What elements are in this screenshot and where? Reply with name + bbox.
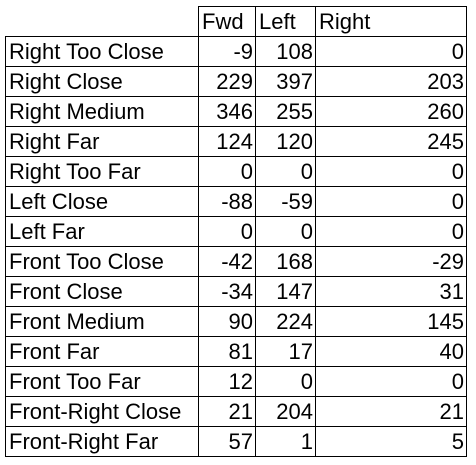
- fwd-value-cell[interactable]: 21: [198, 396, 256, 427]
- row-label-cell[interactable]: Left Close: [5, 186, 199, 217]
- table-row: Left Close -88 -59 0: [5, 186, 467, 217]
- row-label-cell[interactable]: Front Close: [5, 276, 199, 307]
- fwd-value-cell[interactable]: 0: [198, 156, 256, 187]
- fwd-value-cell[interactable]: 346: [198, 96, 256, 127]
- fwd-value-cell[interactable]: 124: [198, 126, 256, 157]
- right-value-cell[interactable]: 0: [315, 156, 467, 187]
- fwd-value-cell[interactable]: 229: [198, 66, 256, 97]
- row-label-cell[interactable]: Front Far: [5, 336, 199, 367]
- left-value-cell[interactable]: 168: [255, 246, 316, 277]
- right-value-cell[interactable]: 31: [315, 276, 467, 307]
- left-value-cell[interactable]: 204: [255, 396, 316, 427]
- header-cell-left[interactable]: Left: [255, 6, 316, 37]
- fwd-value-cell[interactable]: 12: [198, 366, 256, 397]
- header-row: Fwd Left Right: [5, 6, 467, 37]
- fwd-value-cell[interactable]: 81: [198, 336, 256, 367]
- left-value-cell[interactable]: 0: [255, 156, 316, 187]
- right-value-cell[interactable]: 21: [315, 396, 467, 427]
- left-value-cell[interactable]: -59: [255, 186, 316, 217]
- table-row: Front Close -34 147 31: [5, 276, 467, 307]
- row-label-cell[interactable]: Right Medium: [5, 96, 199, 127]
- right-value-cell[interactable]: 203: [315, 66, 467, 97]
- table-row: Right Far 124 120 245: [5, 126, 467, 157]
- table-row: Front-Right Close 21 204 21: [5, 396, 467, 427]
- header-cell-right[interactable]: Right: [315, 6, 467, 37]
- row-label-cell[interactable]: Front Too Close: [5, 246, 199, 277]
- fwd-value-cell[interactable]: -42: [198, 246, 256, 277]
- row-label-cell[interactable]: Right Too Far: [5, 156, 199, 187]
- right-value-cell[interactable]: 40: [315, 336, 467, 367]
- left-value-cell[interactable]: 147: [255, 276, 316, 307]
- left-value-cell[interactable]: 255: [255, 96, 316, 127]
- right-value-cell[interactable]: -29: [315, 246, 467, 277]
- right-value-cell[interactable]: 0: [315, 36, 467, 67]
- right-value-cell[interactable]: 260: [315, 96, 467, 127]
- left-value-cell[interactable]: 108: [255, 36, 316, 67]
- fwd-value-cell[interactable]: -88: [198, 186, 256, 217]
- table-row: Left Far 0 0 0: [5, 216, 467, 247]
- left-value-cell[interactable]: 397: [255, 66, 316, 97]
- fwd-value-cell[interactable]: -9: [198, 36, 256, 67]
- header-corner-cell[interactable]: [5, 6, 199, 37]
- row-label-cell[interactable]: Right Close: [5, 66, 199, 97]
- header-cell-fwd[interactable]: Fwd: [198, 6, 256, 37]
- table-row: Right Close 229 397 203: [5, 66, 467, 97]
- left-value-cell[interactable]: 17: [255, 336, 316, 367]
- row-label-cell[interactable]: Front-Right Close: [5, 396, 199, 427]
- table-row: Front Medium 90 224 145: [5, 306, 467, 337]
- right-value-cell[interactable]: 145: [315, 306, 467, 337]
- right-value-cell[interactable]: 0: [315, 216, 467, 247]
- left-value-cell[interactable]: 0: [255, 366, 316, 397]
- table-row: Right Medium 346 255 260: [5, 96, 467, 127]
- left-value-cell[interactable]: 120: [255, 126, 316, 157]
- row-label-cell[interactable]: Left Far: [5, 216, 199, 247]
- table-row: Right Too Far 0 0 0: [5, 156, 467, 187]
- left-value-cell[interactable]: 224: [255, 306, 316, 337]
- row-label-cell[interactable]: Front Too Far: [5, 366, 199, 397]
- row-label-cell[interactable]: Right Too Close: [5, 36, 199, 67]
- table-row: Right Too Close -9 108 0: [5, 36, 467, 67]
- table-row: Front Too Far 12 0 0: [5, 366, 467, 397]
- fwd-value-cell[interactable]: -34: [198, 276, 256, 307]
- table-row: Front Too Close -42 168 -29: [5, 246, 467, 277]
- table-row: Front-Right Far 57 1 5: [5, 426, 467, 457]
- right-value-cell[interactable]: 5: [315, 426, 467, 457]
- left-value-cell[interactable]: 0: [255, 216, 316, 247]
- row-label-cell[interactable]: Front-Right Far: [5, 426, 199, 457]
- table-row: Front Far 81 17 40: [5, 336, 467, 367]
- left-value-cell[interactable]: 1: [255, 426, 316, 457]
- spreadsheet-table: Fwd Left Right Right Too Close -9 108 0 Righ…: [5, 6, 467, 457]
- fwd-value-cell[interactable]: 57: [198, 426, 256, 457]
- row-label-cell[interactable]: Front Medium: [5, 306, 199, 337]
- fwd-value-cell[interactable]: 90: [198, 306, 256, 337]
- right-value-cell[interactable]: 245: [315, 126, 467, 157]
- right-value-cell[interactable]: 0: [315, 366, 467, 397]
- right-value-cell[interactable]: 0: [315, 186, 467, 217]
- row-label-cell[interactable]: Right Far: [5, 126, 199, 157]
- fwd-value-cell[interactable]: 0: [198, 216, 256, 247]
